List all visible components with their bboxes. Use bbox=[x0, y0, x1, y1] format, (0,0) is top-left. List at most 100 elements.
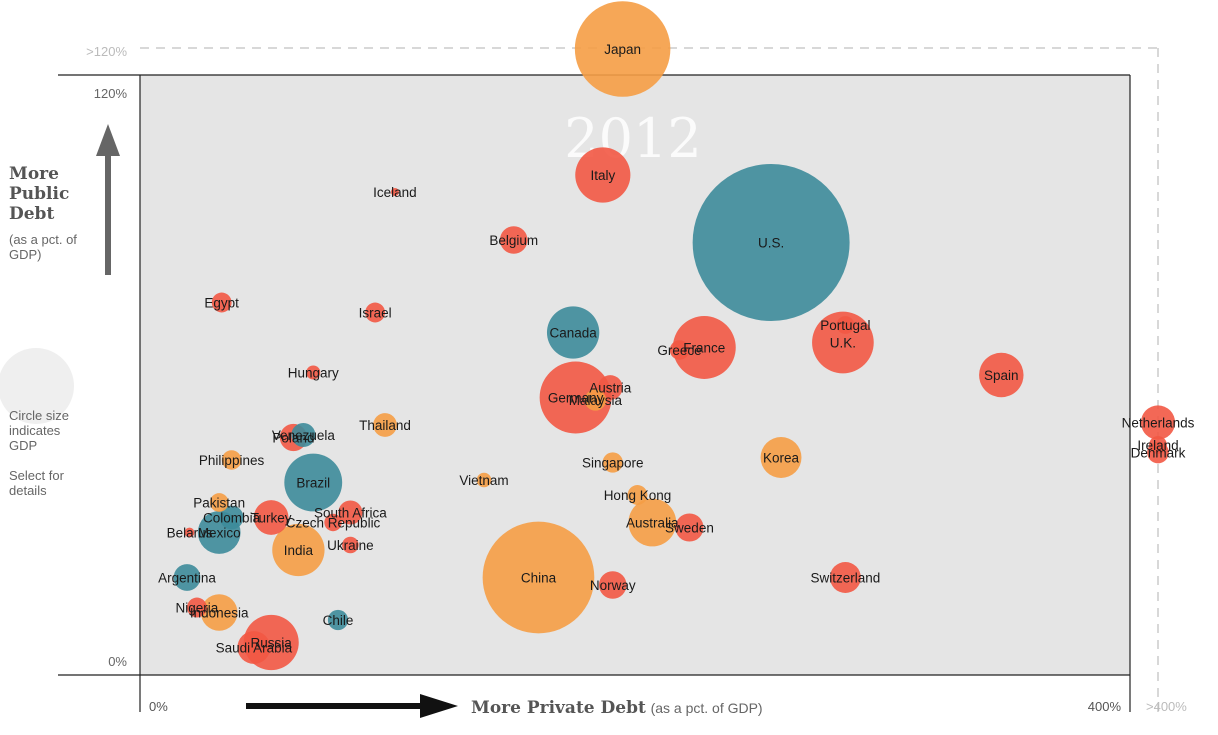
label-norway: Norway bbox=[590, 578, 636, 593]
bubble-ireland[interactable] bbox=[1149, 436, 1167, 454]
label-canada: Canada bbox=[549, 326, 597, 341]
label-vietnam: Vietnam bbox=[459, 473, 508, 488]
bubble-switzerland[interactable] bbox=[829, 562, 861, 593]
bubble-norway[interactable] bbox=[598, 571, 627, 599]
bubble-argentina[interactable] bbox=[173, 564, 201, 591]
label-u-k: U.K. bbox=[830, 336, 856, 351]
label-philippines: Philippines bbox=[199, 453, 265, 468]
bubble-netherlands[interactable] bbox=[1140, 405, 1176, 440]
bubble-australia[interactable] bbox=[628, 498, 677, 547]
y-tick-overflow: >120% bbox=[86, 44, 127, 59]
label-nigeria: Nigeria bbox=[176, 601, 219, 616]
bubble-austria[interactable] bbox=[597, 375, 623, 400]
x-tick-400: 400% bbox=[1088, 699, 1122, 714]
label-italy: Italy bbox=[590, 168, 615, 183]
label-argentina: Argentina bbox=[158, 571, 216, 586]
bubble-canada[interactable] bbox=[546, 306, 600, 359]
label-portugal: Portugal bbox=[820, 318, 870, 333]
label-indonesia: Indonesia bbox=[190, 606, 249, 621]
bubble-thailand[interactable] bbox=[373, 413, 397, 437]
bubble-indonesia[interactable] bbox=[200, 594, 238, 631]
label-colombia: Colombia bbox=[203, 511, 261, 526]
label-turkey: Turkey bbox=[251, 511, 292, 526]
bubble-israel[interactable] bbox=[365, 302, 386, 323]
bubble-greece[interactable] bbox=[669, 340, 690, 360]
bubble-vietnam[interactable] bbox=[476, 472, 492, 488]
bubble-belarus[interactable] bbox=[184, 527, 195, 538]
bubble-czech-republic[interactable] bbox=[324, 513, 342, 532]
bubble-egypt[interactable] bbox=[211, 292, 232, 313]
y-tick-120: 120% bbox=[94, 86, 128, 101]
label-mexico: Mexico bbox=[198, 526, 241, 541]
bubble-hungary[interactable] bbox=[306, 365, 321, 380]
bubble-belgium[interactable] bbox=[499, 226, 528, 254]
bubble-south-africa[interactable] bbox=[338, 500, 363, 525]
label-u-s: U.S. bbox=[758, 236, 784, 251]
label-singapore: Singapore bbox=[582, 456, 644, 471]
bubble-iceland[interactable] bbox=[390, 188, 399, 196]
y-tick-0: 0% bbox=[108, 654, 127, 669]
label-china: China bbox=[521, 571, 557, 586]
size-legend-circle bbox=[0, 348, 74, 424]
label-sweden: Sweden bbox=[665, 521, 714, 536]
label-chile: Chile bbox=[323, 613, 354, 628]
bubble-india[interactable] bbox=[272, 523, 325, 577]
label-thailand: Thailand bbox=[359, 418, 411, 433]
bubble-pakistan[interactable] bbox=[209, 493, 229, 512]
bubble-china[interactable] bbox=[482, 521, 595, 634]
bubble-france[interactable] bbox=[672, 316, 736, 379]
label-saudi-arabia: Saudi Arabia bbox=[216, 641, 293, 656]
bubble-saudi-arabia[interactable] bbox=[237, 631, 271, 664]
bubble-ukraine[interactable] bbox=[342, 536, 359, 554]
label-venezuela: Venezuela bbox=[272, 428, 336, 443]
label-germany: Germany bbox=[548, 391, 604, 406]
bubble-colombia[interactable] bbox=[219, 505, 244, 530]
label-korea: Korea bbox=[763, 451, 800, 466]
label-czech-republic: Czech Republic bbox=[286, 516, 381, 531]
bubble-chile[interactable] bbox=[327, 609, 349, 631]
bubble-hong-kong[interactable] bbox=[627, 485, 648, 505]
bubble-korea[interactable] bbox=[760, 437, 802, 478]
bubble-japan[interactable] bbox=[574, 1, 671, 97]
bubble-germany[interactable] bbox=[539, 361, 612, 434]
bubble-venezuela[interactable] bbox=[291, 422, 316, 448]
bubble-italy[interactable] bbox=[575, 147, 631, 203]
label-malaysia: Malaysia bbox=[569, 393, 623, 408]
x-arrow-shaft bbox=[246, 703, 426, 709]
y-axis-subtitle: (as a pct. of GDP) bbox=[9, 232, 77, 262]
bubble-u-k[interactable] bbox=[812, 311, 874, 374]
label-india: India bbox=[284, 543, 314, 558]
label-denmark: Denmark bbox=[1131, 446, 1186, 461]
label-ukraine: Ukraine bbox=[327, 538, 374, 553]
bubble-portugal[interactable] bbox=[836, 316, 855, 334]
x-arrow-head bbox=[420, 694, 458, 718]
label-japan: Japan bbox=[604, 42, 641, 57]
bubble-sweden[interactable] bbox=[675, 513, 704, 542]
label-hungary: Hungary bbox=[288, 366, 339, 381]
label-austria: Austria bbox=[589, 381, 632, 396]
bubble-u-s[interactable] bbox=[692, 164, 850, 321]
label-ireland: Ireland bbox=[1137, 438, 1178, 453]
label-israel: Israel bbox=[359, 306, 392, 321]
label-france: France bbox=[683, 341, 725, 356]
x-axis-title-sub: (as a pct. of GDP) bbox=[650, 700, 763, 716]
label-pakistan: Pakistan bbox=[193, 496, 245, 511]
size-legend-note: Circle size indicates GDP bbox=[9, 408, 69, 453]
x-tick-overflow: >400% bbox=[1146, 699, 1187, 714]
bubble-philippines[interactable] bbox=[221, 450, 242, 470]
bubble-turkey[interactable] bbox=[253, 500, 289, 535]
bubble-malaysia[interactable] bbox=[584, 389, 607, 411]
label-belgium: Belgium bbox=[489, 233, 538, 248]
select-hint: Select for details bbox=[9, 468, 64, 498]
x-axis-title-main: More Private Debt bbox=[471, 698, 646, 718]
bubble-brazil[interactable] bbox=[284, 453, 343, 512]
label-egypt: Egypt bbox=[204, 296, 239, 311]
label-spain: Spain bbox=[984, 368, 1019, 383]
label-poland: Poland bbox=[272, 431, 314, 446]
bubble-nigeria[interactable] bbox=[186, 597, 207, 618]
bubble-spain[interactable] bbox=[979, 352, 1024, 398]
bubble-singapore[interactable] bbox=[602, 452, 623, 473]
x-axis-title: More Private Debt (as a pct. of GDP) bbox=[471, 698, 763, 718]
y-axis-title: More Public Debt bbox=[9, 164, 70, 224]
